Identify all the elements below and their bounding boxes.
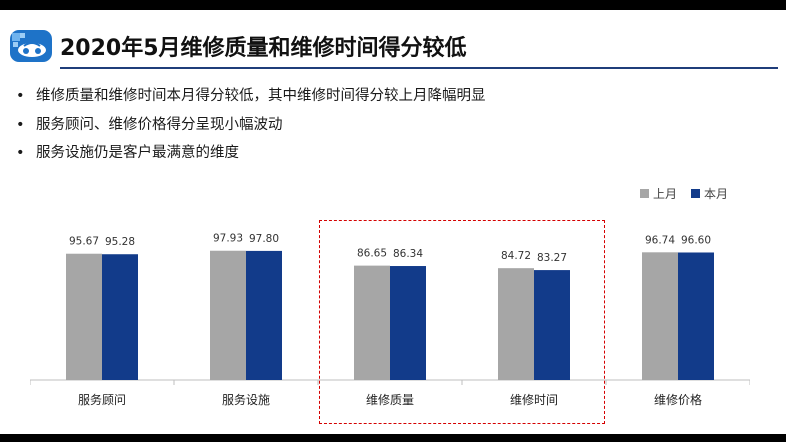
data-label: 86.34 [393, 248, 423, 260]
legend-label-previous: 上月 [652, 187, 677, 201]
data-label: 96.74 [645, 234, 675, 246]
bar-current [390, 266, 426, 380]
category-label: 维修质量 [366, 392, 414, 407]
bar-previous [66, 253, 102, 380]
legend-swatch-previous [639, 189, 649, 198]
bullet-item: 服务顾问、维修价格得分呈现小幅波动 [14, 113, 486, 142]
category-label: 维修时间 [510, 392, 558, 407]
legend-swatch-current [690, 189, 700, 198]
category-label: 服务设施 [222, 392, 270, 407]
bullet-item: 服务设施仍是客户最满意的维度 [14, 141, 486, 170]
legend-label-current: 本月 [703, 187, 728, 201]
data-label: 95.67 [69, 236, 99, 248]
bar-previous [354, 265, 390, 380]
bar-previous [210, 250, 246, 380]
category-label: 维修价格 [654, 392, 702, 407]
bar-previous [642, 252, 678, 380]
bar-current [534, 270, 570, 380]
data-label: 83.27 [537, 252, 567, 264]
bar-current [246, 250, 282, 380]
page-title: 2020年5月维修质量和维修时间得分较低 [60, 36, 467, 61]
legend-item-previous: 上月 [639, 185, 677, 202]
data-label: 84.72 [501, 250, 531, 262]
bar-current [678, 252, 714, 380]
data-label: 95.28 [105, 236, 135, 248]
highlight-box [319, 220, 605, 424]
data-label: 86.65 [357, 248, 387, 260]
data-label: 96.60 [681, 234, 711, 246]
company-logo-icon [10, 30, 52, 62]
chart-legend: 上月 本月 [639, 185, 728, 202]
category-label: 服务顾问 [78, 392, 126, 407]
bullet-item: 维修质量和维修时间本月得分较低，其中维修时间得分较上月降幅明显 [14, 84, 486, 113]
bar-chart: 95.67 95.28 服务顾问 97.93 97.80 服务设施 86.65 86.34 维修… [30, 233, 750, 407]
legend-item-current: 本月 [690, 185, 728, 202]
bar-previous [498, 268, 534, 380]
data-label: 97.80 [249, 233, 279, 245]
bar-current [102, 254, 138, 380]
title-divider [60, 67, 778, 69]
bullet-list: 维修质量和维修时间本月得分较低，其中维修时间得分较上月降幅明显 服务顾问、维修价… [14, 84, 486, 170]
data-label: 97.93 [213, 233, 243, 245]
